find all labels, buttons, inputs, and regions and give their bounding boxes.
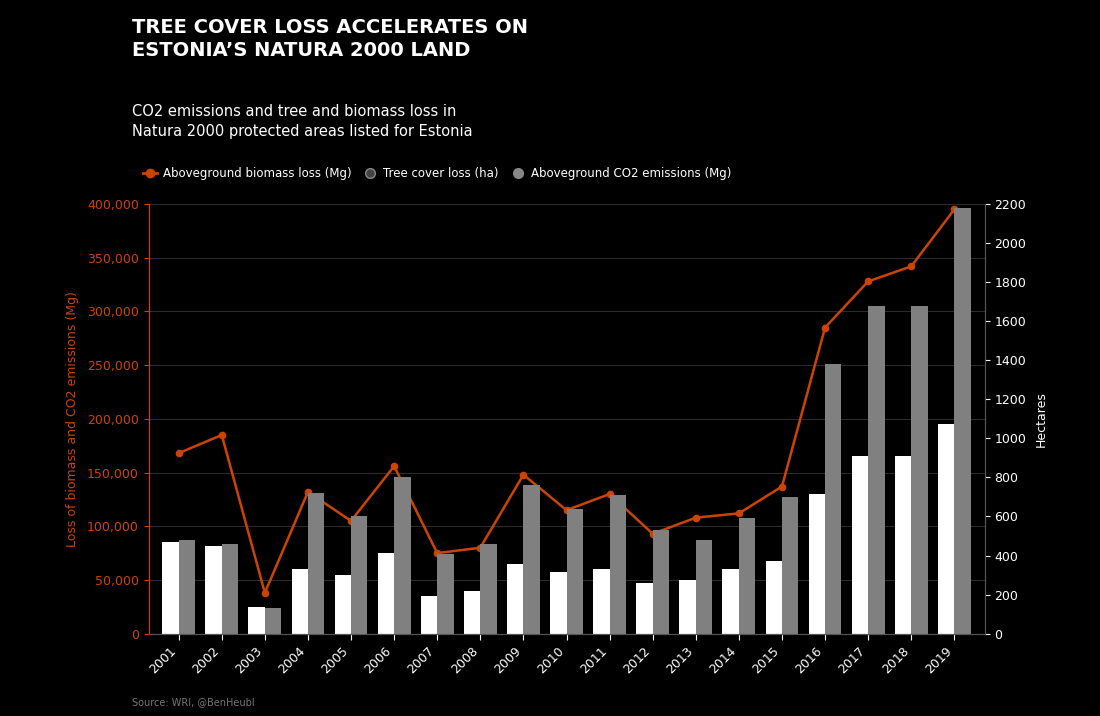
Bar [249, 607, 265, 634]
Bar [566, 508, 583, 634]
Bar [782, 497, 799, 634]
Bar [265, 609, 282, 634]
Bar [464, 591, 481, 634]
Bar [206, 546, 222, 634]
Bar [507, 564, 524, 634]
Bar [334, 574, 351, 634]
Bar [394, 478, 410, 634]
Y-axis label: Loss of biomass and CO2 emissions (Mg): Loss of biomass and CO2 emissions (Mg) [66, 291, 78, 547]
Bar [895, 457, 911, 634]
Bar [851, 457, 868, 634]
Bar [652, 530, 669, 634]
Bar [222, 544, 238, 634]
Bar [868, 306, 884, 634]
Bar [292, 569, 308, 634]
Bar [680, 580, 696, 634]
Bar [481, 544, 497, 634]
Bar [609, 495, 626, 634]
Text: Source: WRI, @BenHeubl: Source: WRI, @BenHeubl [132, 697, 254, 707]
Bar [825, 364, 842, 634]
Bar [421, 596, 437, 634]
Bar [911, 306, 927, 634]
Bar [938, 424, 955, 634]
Y-axis label: Hectares: Hectares [1034, 391, 1047, 447]
Bar [955, 208, 970, 634]
Text: CO2 emissions and tree and biomass loss in
Natura 2000 protected areas listed fo: CO2 emissions and tree and biomass loss … [132, 104, 473, 139]
Bar [437, 553, 453, 634]
Bar [524, 485, 540, 634]
Bar [739, 518, 756, 634]
Bar [723, 569, 739, 634]
Bar [696, 540, 712, 634]
Bar [308, 493, 324, 634]
Bar [550, 573, 566, 634]
Bar [178, 540, 195, 634]
Bar [351, 516, 367, 634]
Bar [766, 561, 782, 634]
Text: TREE COVER LOSS ACCELERATES ON
ESTONIA’S NATURA 2000 LAND: TREE COVER LOSS ACCELERATES ON ESTONIA’S… [132, 18, 528, 59]
Bar [636, 583, 652, 634]
Legend: Aboveground biomass loss (Mg), Tree cover loss (ha), Aboveground CO2 emissions (: Aboveground biomass loss (Mg), Tree cove… [138, 162, 736, 185]
Bar [593, 569, 609, 634]
Bar [163, 543, 178, 634]
Bar [377, 553, 394, 634]
Bar [808, 494, 825, 634]
